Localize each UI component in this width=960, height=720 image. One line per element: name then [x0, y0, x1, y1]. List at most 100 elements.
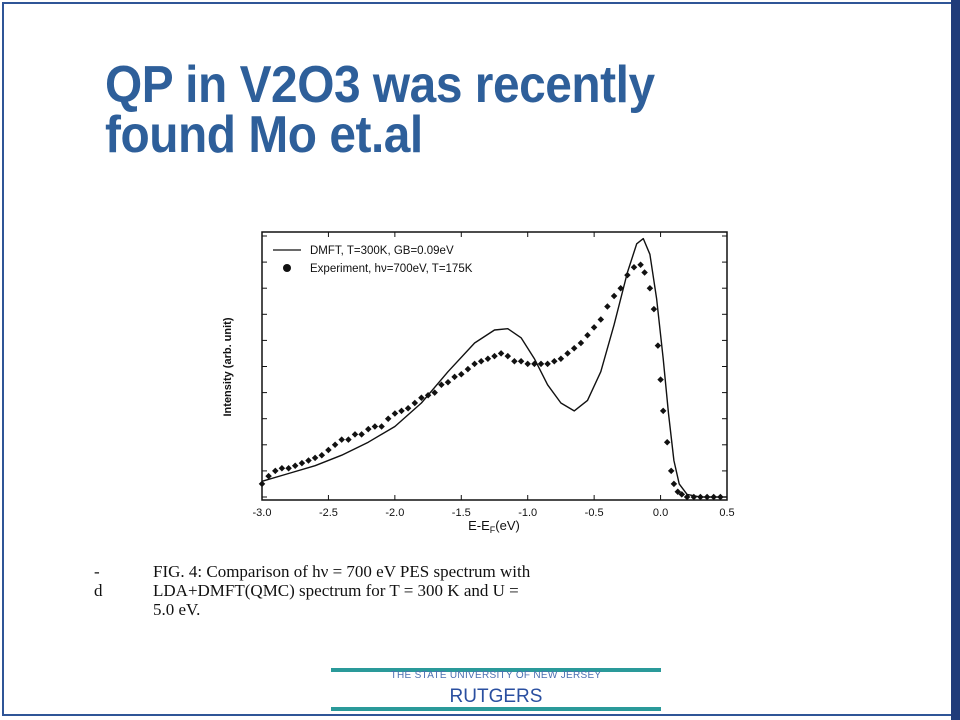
experiment-point [531, 360, 538, 368]
slide-title: QP in V2O3 was recently found Mo et.al [105, 56, 767, 164]
experiment-point [663, 438, 671, 446]
rutgers-wordmark: RUTGERS [449, 686, 543, 707]
experiment-point [404, 405, 412, 412]
experiment-point [641, 269, 648, 276]
experiment-point [617, 284, 624, 292]
experiment-point [577, 339, 585, 347]
experiment-point [365, 425, 372, 433]
experiment-point [678, 491, 686, 498]
experiment-point [424, 391, 432, 399]
figure-caption: FIG. 4: Comparison of hν = 700 eV PES sp… [153, 562, 833, 619]
experiment-point [570, 344, 578, 352]
caption-line-1: FIG. 4: Comparison of hν = 700 eV PES sp… [153, 562, 531, 581]
experiment-point [391, 410, 399, 417]
series-layer [258, 237, 727, 501]
x-axis-label-unit: (eV) [495, 518, 520, 533]
caption-line-2: LDA+DMFT(QMC) spectrum for T = 300 K and… [153, 581, 519, 600]
experiment-point [431, 389, 438, 396]
university-name: THE STATE UNIVERSITY OF NEW JERSEY [390, 670, 602, 681]
experiment-point [683, 493, 691, 501]
experiment-point [265, 472, 272, 480]
x-axis-label-sub: F [490, 525, 496, 535]
cropped-margin-text: - d [94, 562, 103, 600]
experiment-point [517, 358, 525, 365]
experiment-point [258, 480, 266, 488]
experiment-point [451, 373, 458, 381]
experiment-point [291, 462, 299, 469]
experiment-point [325, 446, 332, 454]
experiment-point [667, 467, 675, 475]
title-line-2: found Mo et.al [105, 106, 423, 164]
experiment-point [411, 399, 419, 407]
experiment-point [398, 407, 405, 415]
experiment-point [504, 352, 512, 360]
experiment-point [511, 358, 518, 365]
caption-line-3: 5.0 eV. [153, 600, 201, 619]
experiment-point [418, 394, 425, 402]
experiment-point [484, 355, 492, 362]
legend-experiment-label: Experiment, hν=700eV, T=175K [310, 263, 473, 275]
experiment-point [497, 350, 505, 357]
experiment-point [697, 493, 704, 501]
experiment-point [345, 436, 352, 443]
experiment-point [358, 431, 365, 438]
x-tick-label: 0.0 [653, 507, 668, 519]
experiment-point [477, 358, 485, 365]
experiment-point [318, 451, 326, 459]
x-tick-label: -1.5 [452, 507, 471, 519]
x-tick-label: -2.0 [385, 507, 404, 519]
experiment-point [438, 381, 445, 389]
experiment-point [464, 365, 472, 373]
x-axis-ticks: -3.0 -2.5 -2.0 -1.5 -1.0 -0.5 0.0 0.5 [253, 232, 735, 519]
y-axis-ticks [262, 235, 727, 498]
experiment-point [717, 493, 724, 501]
experiment-point [670, 480, 678, 488]
experiment-point [674, 488, 682, 496]
x-tick-label: -3.0 [253, 507, 272, 519]
experiment-point [654, 342, 662, 349]
experiment-point [659, 407, 667, 415]
experiment-point [278, 465, 286, 472]
experiment-point [703, 493, 711, 501]
footer-logo: THE STATE UNIVERSITY OF NEW JERSEY RUTGE… [331, 668, 661, 712]
experiment-point [458, 371, 465, 378]
experiment-point [610, 292, 618, 300]
legend: DMFT, T=300K, GB=0.09eV Experiment, hν=7… [273, 245, 473, 275]
experiment-point [305, 457, 312, 464]
experiment-point [650, 305, 658, 313]
footer-bottom-rule [331, 707, 661, 711]
experiment-point [551, 358, 558, 365]
experiment-point [351, 431, 359, 438]
legend-dot-swatch [283, 264, 291, 272]
footer-top-rule [331, 668, 661, 672]
margin-mark-2: d [94, 581, 103, 600]
experiment-point [710, 493, 717, 501]
x-tick-label: -0.5 [585, 507, 604, 519]
experiment-point [384, 415, 392, 422]
experiment-point [537, 360, 545, 368]
experiment-point [637, 261, 644, 268]
experiment-point [338, 436, 345, 443]
x-axis-label-main: E-E [468, 518, 490, 533]
experiment-point [544, 360, 551, 368]
experiment-point [285, 465, 292, 472]
right-edge-bar [951, 0, 960, 720]
title-line-1: QP in V2O3 was recently [105, 56, 655, 114]
experiment-point [371, 423, 379, 430]
dmft-curve [261, 237, 727, 498]
experiment-point [624, 271, 631, 279]
x-axis-label: E-EF(eV) [468, 518, 520, 535]
legend-dmft-label: DMFT, T=300K, GB=0.09eV [310, 245, 454, 257]
experiment-point [331, 441, 339, 449]
experiment-point [311, 454, 319, 462]
experiment-point [690, 493, 698, 501]
experiment-point [590, 324, 598, 331]
experiment-point [557, 355, 565, 362]
experiment-point [524, 360, 531, 368]
experiment-point [604, 303, 611, 310]
experiment-point [491, 352, 498, 360]
experiment-point [646, 284, 654, 292]
x-tick-label: -1.0 [518, 507, 537, 519]
margin-mark-1: - [94, 562, 100, 581]
experiment-point [298, 459, 306, 467]
